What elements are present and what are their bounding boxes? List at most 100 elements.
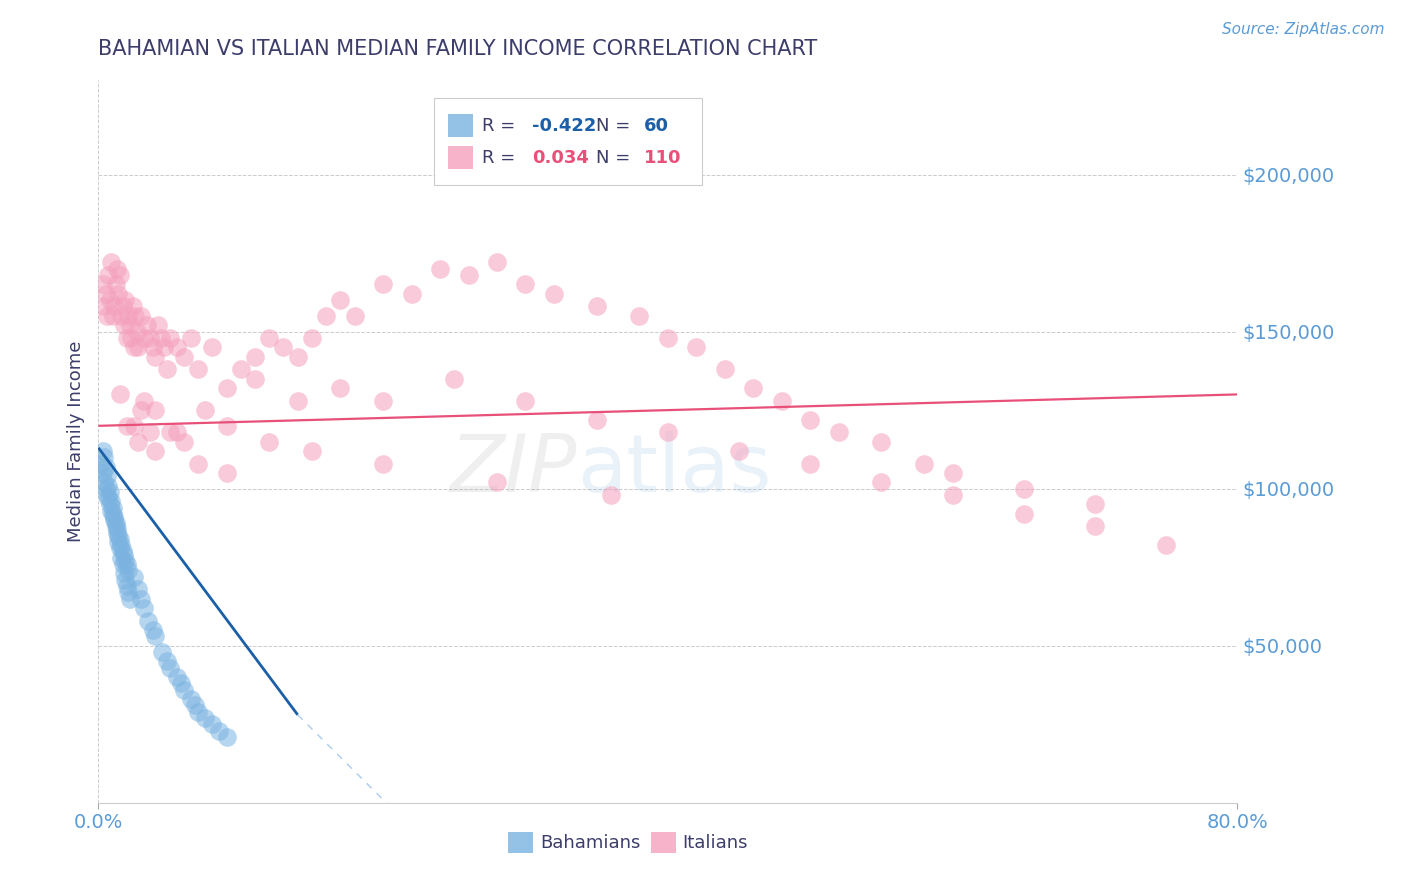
Point — [107, 529, 129, 543]
Point — [94, 459, 117, 474]
Point — [97, 268, 120, 282]
FancyBboxPatch shape — [651, 831, 676, 854]
Point — [159, 661, 181, 675]
Point — [401, 286, 423, 301]
Point — [94, 482, 117, 496]
Point — [107, 535, 129, 549]
Point — [187, 705, 209, 719]
Point — [600, 488, 623, 502]
Point — [127, 582, 149, 597]
Point — [148, 318, 170, 333]
Point — [136, 614, 159, 628]
Point — [115, 331, 138, 345]
Point — [215, 381, 238, 395]
Point — [942, 488, 965, 502]
Text: atlas: atlas — [576, 432, 770, 509]
Point — [343, 309, 366, 323]
Point — [373, 457, 395, 471]
Point — [91, 444, 114, 458]
Point — [159, 331, 181, 345]
Point — [117, 585, 139, 599]
Point — [1154, 538, 1177, 552]
Point — [104, 277, 127, 292]
Point — [373, 393, 395, 408]
Point — [156, 362, 179, 376]
Text: ZIP: ZIP — [450, 432, 576, 509]
Point — [150, 331, 173, 345]
Point — [135, 318, 157, 333]
Point — [132, 601, 155, 615]
Text: N =: N = — [596, 149, 636, 167]
Point — [98, 484, 121, 499]
Point — [101, 500, 124, 515]
Point — [156, 655, 179, 669]
Point — [259, 434, 281, 449]
Point — [98, 497, 121, 511]
Point — [215, 418, 238, 433]
Point — [166, 670, 188, 684]
Point — [138, 425, 160, 439]
Point — [187, 457, 209, 471]
Text: -0.422: -0.422 — [533, 117, 596, 135]
Point — [184, 698, 207, 713]
Point — [114, 293, 136, 308]
Point — [515, 277, 537, 292]
Point — [110, 309, 132, 323]
Point — [94, 286, 117, 301]
Text: N =: N = — [596, 117, 636, 135]
Point — [111, 544, 134, 558]
Point — [799, 412, 821, 426]
Point — [301, 331, 323, 345]
Point — [215, 466, 238, 480]
Text: 60: 60 — [644, 117, 669, 135]
Point — [145, 403, 167, 417]
Y-axis label: Median Family Income: Median Family Income — [66, 341, 84, 542]
Point — [120, 331, 142, 345]
Point — [125, 325, 148, 339]
Text: Italians: Italians — [683, 833, 748, 852]
Point — [112, 318, 135, 333]
Point — [329, 293, 352, 308]
Point — [117, 309, 139, 323]
Point — [170, 676, 193, 690]
Point — [1012, 507, 1035, 521]
Point — [97, 491, 120, 505]
Text: 110: 110 — [644, 149, 682, 167]
Point — [100, 503, 122, 517]
Point — [870, 434, 893, 449]
Point — [108, 532, 131, 546]
Point — [105, 525, 128, 540]
Point — [443, 372, 465, 386]
Point — [104, 519, 127, 533]
FancyBboxPatch shape — [509, 831, 533, 854]
Point — [122, 569, 145, 583]
Point — [243, 372, 266, 386]
FancyBboxPatch shape — [434, 98, 702, 185]
Point — [728, 444, 751, 458]
Text: Bahamians: Bahamians — [540, 833, 641, 852]
Point — [173, 434, 195, 449]
Point — [543, 286, 565, 301]
Point — [145, 629, 167, 643]
Point — [912, 457, 935, 471]
Point — [486, 255, 509, 269]
Point — [124, 309, 146, 323]
Point — [114, 554, 136, 568]
Point — [96, 309, 118, 323]
Point — [585, 300, 607, 314]
Point — [585, 412, 607, 426]
Point — [129, 403, 152, 417]
Text: 0.034: 0.034 — [533, 149, 589, 167]
Point — [121, 300, 143, 314]
Point — [103, 510, 125, 524]
Point — [132, 331, 155, 345]
Text: Source: ZipAtlas.com: Source: ZipAtlas.com — [1222, 22, 1385, 37]
Point — [657, 425, 679, 439]
Point — [96, 488, 118, 502]
Point — [100, 494, 122, 508]
Point — [118, 318, 141, 333]
Point — [287, 350, 309, 364]
FancyBboxPatch shape — [449, 114, 472, 137]
Point — [770, 393, 793, 408]
Point — [129, 309, 152, 323]
